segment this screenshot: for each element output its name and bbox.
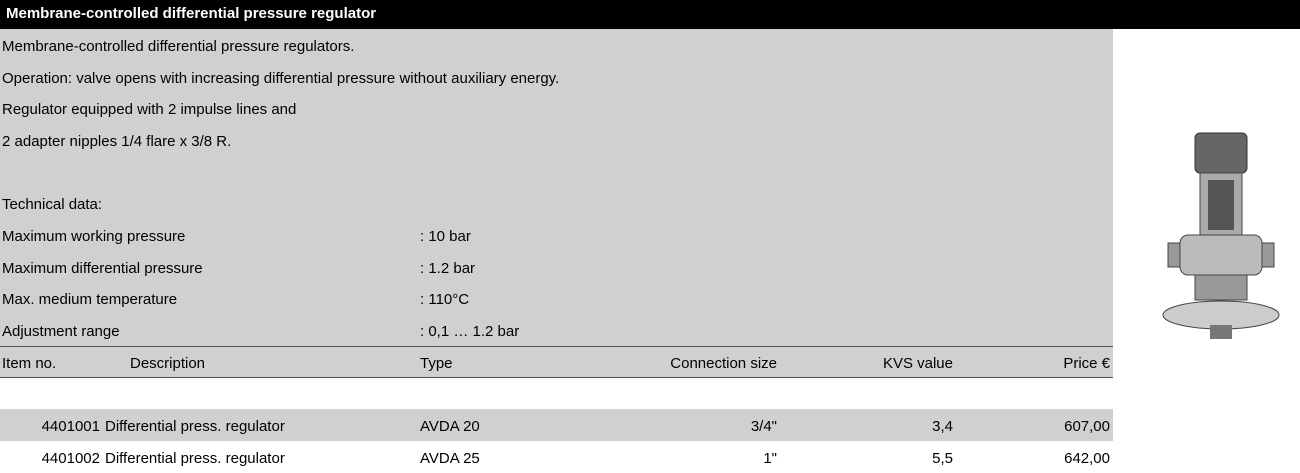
cell: 3,4 bbox=[932, 417, 953, 437]
column-header: Type bbox=[420, 354, 453, 374]
sheet: Membrane-controlled differential pressur… bbox=[0, 0, 1300, 473]
cell: 642,00 bbox=[1064, 449, 1110, 469]
description-line: Regulator equipped with 2 impulse lines … bbox=[2, 100, 296, 120]
column-header: KVS value bbox=[883, 354, 953, 374]
description-line: 2 adapter nipples 1/4 flare x 3/8 R. bbox=[2, 132, 231, 152]
spec-label: Adjustment range bbox=[2, 322, 120, 342]
cell: 5,5 bbox=[932, 449, 953, 469]
title: Membrane-controlled differential pressur… bbox=[6, 4, 376, 24]
spec-label: Maximum differential pressure bbox=[2, 259, 203, 279]
cell: AVDA 20 bbox=[420, 417, 480, 437]
spec-value: : 110°C bbox=[420, 290, 469, 310]
column-header: Item no. bbox=[2, 354, 56, 374]
spec-value: : 1.2 bar bbox=[420, 259, 475, 279]
spec-value: : 10 bar bbox=[420, 227, 471, 247]
column-header: Connection size bbox=[670, 354, 777, 374]
cell: Differential press. regulator bbox=[105, 417, 285, 437]
cell: 3/4" bbox=[751, 417, 777, 437]
technical-title: Technical data: bbox=[2, 195, 102, 215]
column-header: Description bbox=[130, 354, 205, 374]
column-header: Price € bbox=[1063, 354, 1110, 374]
spec-label: Max. medium temperature bbox=[2, 290, 177, 310]
cell: 4401001 bbox=[42, 417, 100, 437]
product-image bbox=[1140, 125, 1290, 350]
cell: AVDA 25 bbox=[420, 449, 480, 469]
cell: 607,00 bbox=[1064, 417, 1110, 437]
description-line: Membrane-controlled differential pressur… bbox=[2, 37, 354, 57]
cell: Differential press. regulator bbox=[105, 449, 285, 469]
cell: 4401002 bbox=[42, 449, 100, 469]
description-line: Operation: valve opens with increasing d… bbox=[2, 69, 559, 89]
spec-value: : 0,1 … 1.2 bar bbox=[420, 322, 519, 342]
cell: 1" bbox=[763, 449, 777, 469]
spec-label: Maximum working pressure bbox=[2, 227, 185, 247]
